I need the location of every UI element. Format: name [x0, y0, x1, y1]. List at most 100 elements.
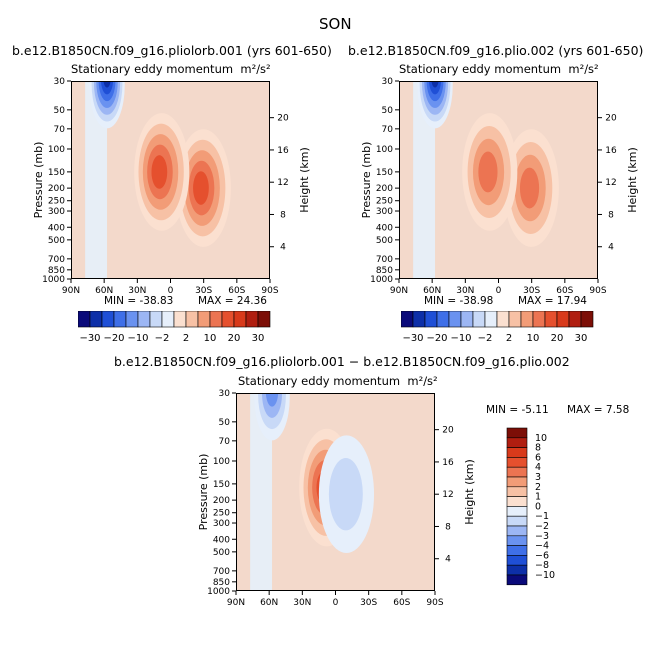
ytick-label: 700: [213, 567, 230, 577]
xtick-label: 90N: [62, 286, 80, 296]
colorbar-label: −2: [478, 333, 493, 344]
ytick-label: 100: [48, 145, 65, 155]
colorbar-label: 20: [551, 333, 564, 344]
colorbar-swatch: [506, 555, 528, 566]
xtick-label: 60S: [228, 286, 245, 296]
ytick-label: 250: [376, 197, 393, 207]
ytick-label: 700: [48, 255, 65, 265]
colorbar-swatch: [506, 496, 528, 507]
colorbar-panel1: −30 −20 −10 −2 2 10 20 30: [78, 311, 271, 344]
colorbar-label: 3: [535, 472, 541, 483]
ytick-label: 250: [213, 509, 230, 519]
contour-positive-0-4: [193, 171, 209, 205]
ytick-label: 300: [48, 207, 65, 217]
contour-positive-0-3: [519, 167, 540, 209]
ytick-label: 700: [376, 255, 393, 265]
panel3-min-label: MIN = -5.11: [486, 404, 549, 416]
xtick-label: 60N: [95, 286, 113, 296]
panel2-plot: [399, 81, 598, 279]
ytick-label: 400: [213, 535, 230, 545]
ytick-label: 400: [376, 223, 393, 233]
contour-negative-1-3: [265, 394, 279, 407]
ytick-label: 500: [376, 236, 393, 246]
ytick-right-label: 8: [280, 210, 286, 220]
ytick-label: 300: [213, 519, 230, 529]
panel3-max-label: MAX = 7.58: [567, 404, 630, 416]
contour-positive-1-4: [151, 155, 168, 189]
ytick-label: 400: [48, 223, 65, 233]
ytick-label: 100: [213, 457, 230, 467]
ytick-label: 1000: [370, 275, 393, 285]
colorbar-label: 20: [228, 333, 241, 344]
colorbar-swatch: [506, 564, 528, 576]
colorbar-swatch: [506, 574, 528, 586]
colorbar-label: 30: [252, 333, 265, 344]
colorbar-label: −2: [535, 521, 549, 532]
ytick-label: 70: [382, 125, 394, 135]
colorbar-label: 1: [535, 492, 541, 503]
contour-negative-2-6: [103, 82, 111, 88]
ytick-label: 50: [382, 106, 394, 116]
colorbar-label: 10: [204, 333, 217, 344]
ytick-label: 300: [376, 207, 393, 217]
ytick-label: 850: [376, 266, 393, 276]
contour-positive-1-3: [478, 151, 498, 193]
ylabel-right: Height (km): [463, 459, 476, 525]
xtick-label: 30N: [456, 286, 474, 296]
contour-negative-2-6: [431, 82, 439, 88]
ytick-right-label: 16: [605, 146, 617, 156]
colorbar-label: −10: [127, 333, 148, 344]
ylabel-right: Height (km): [298, 147, 311, 213]
colorbar-label: −20: [103, 333, 124, 344]
colorbar-label: 2: [183, 333, 189, 344]
weak-negative-band: [85, 82, 108, 278]
colorbar-swatch: [506, 466, 528, 478]
panel1-title: b.e12.B1850CN.f09_g16.pliolorb.001 (yrs …: [12, 43, 332, 58]
ytick-right-label: 8: [445, 522, 451, 532]
xtick-label: 90S: [426, 598, 443, 608]
colorbar-label: −20: [426, 333, 447, 344]
contour-negative-2-5: [429, 82, 442, 95]
panel3-units: m²/s²: [407, 374, 438, 388]
figure-title: SON: [319, 15, 352, 33]
colorbar-swatch: [506, 476, 528, 488]
colorbar-label: 10: [527, 333, 540, 344]
p2-field: [413, 82, 559, 278]
panel2-subtitle: Stationary eddy momentum m²/s²: [399, 62, 599, 76]
ytick-label: 500: [213, 548, 230, 558]
panel2-units: m²/s²: [568, 62, 599, 76]
ytick-label: 30: [382, 77, 394, 87]
panel2-subtitle-text: Stationary eddy momentum: [399, 62, 562, 76]
colorbar-label: −8: [535, 560, 549, 571]
colorbar-label: −4: [535, 541, 549, 552]
colorbar-swatch: [506, 437, 528, 448]
ytick-label: 50: [219, 418, 231, 428]
ytick-right-label: 16: [277, 146, 289, 156]
xtick-label: 60N: [423, 286, 441, 296]
ytick-label: 70: [219, 437, 231, 447]
xtick-label: 0: [168, 286, 174, 296]
colorbar-label: 10: [535, 433, 547, 444]
ytick-label: 150: [376, 168, 393, 178]
colorbar-swatch: [506, 535, 528, 546]
colorbar-swatch: [506, 486, 528, 497]
ytick-right-label: 4: [280, 243, 286, 253]
colorbar-swatch: [506, 457, 528, 468]
colorbar-label: −2: [155, 333, 170, 344]
panel3-subtitle-text: Stationary eddy momentum: [238, 374, 401, 388]
panel2-max-label: MAX = 17.94: [518, 295, 587, 307]
ytick-label: 30: [219, 389, 231, 399]
colorbar-label: −6: [535, 550, 549, 561]
colorbar-label: 6: [535, 452, 541, 463]
ytick-label: 150: [48, 168, 65, 178]
ytick-label: 150: [213, 480, 230, 490]
ytick-label: 100: [376, 145, 393, 155]
colorbar-label: 8: [535, 443, 541, 454]
colorbar-label: −1: [535, 511, 549, 522]
ytick-label: 70: [54, 125, 66, 135]
panel1-units: m²/s²: [240, 62, 271, 76]
panel2-min-label: MIN = -38.98: [424, 295, 494, 307]
ytick-label: 30: [54, 77, 66, 87]
ytick-label: 200: [213, 496, 230, 506]
